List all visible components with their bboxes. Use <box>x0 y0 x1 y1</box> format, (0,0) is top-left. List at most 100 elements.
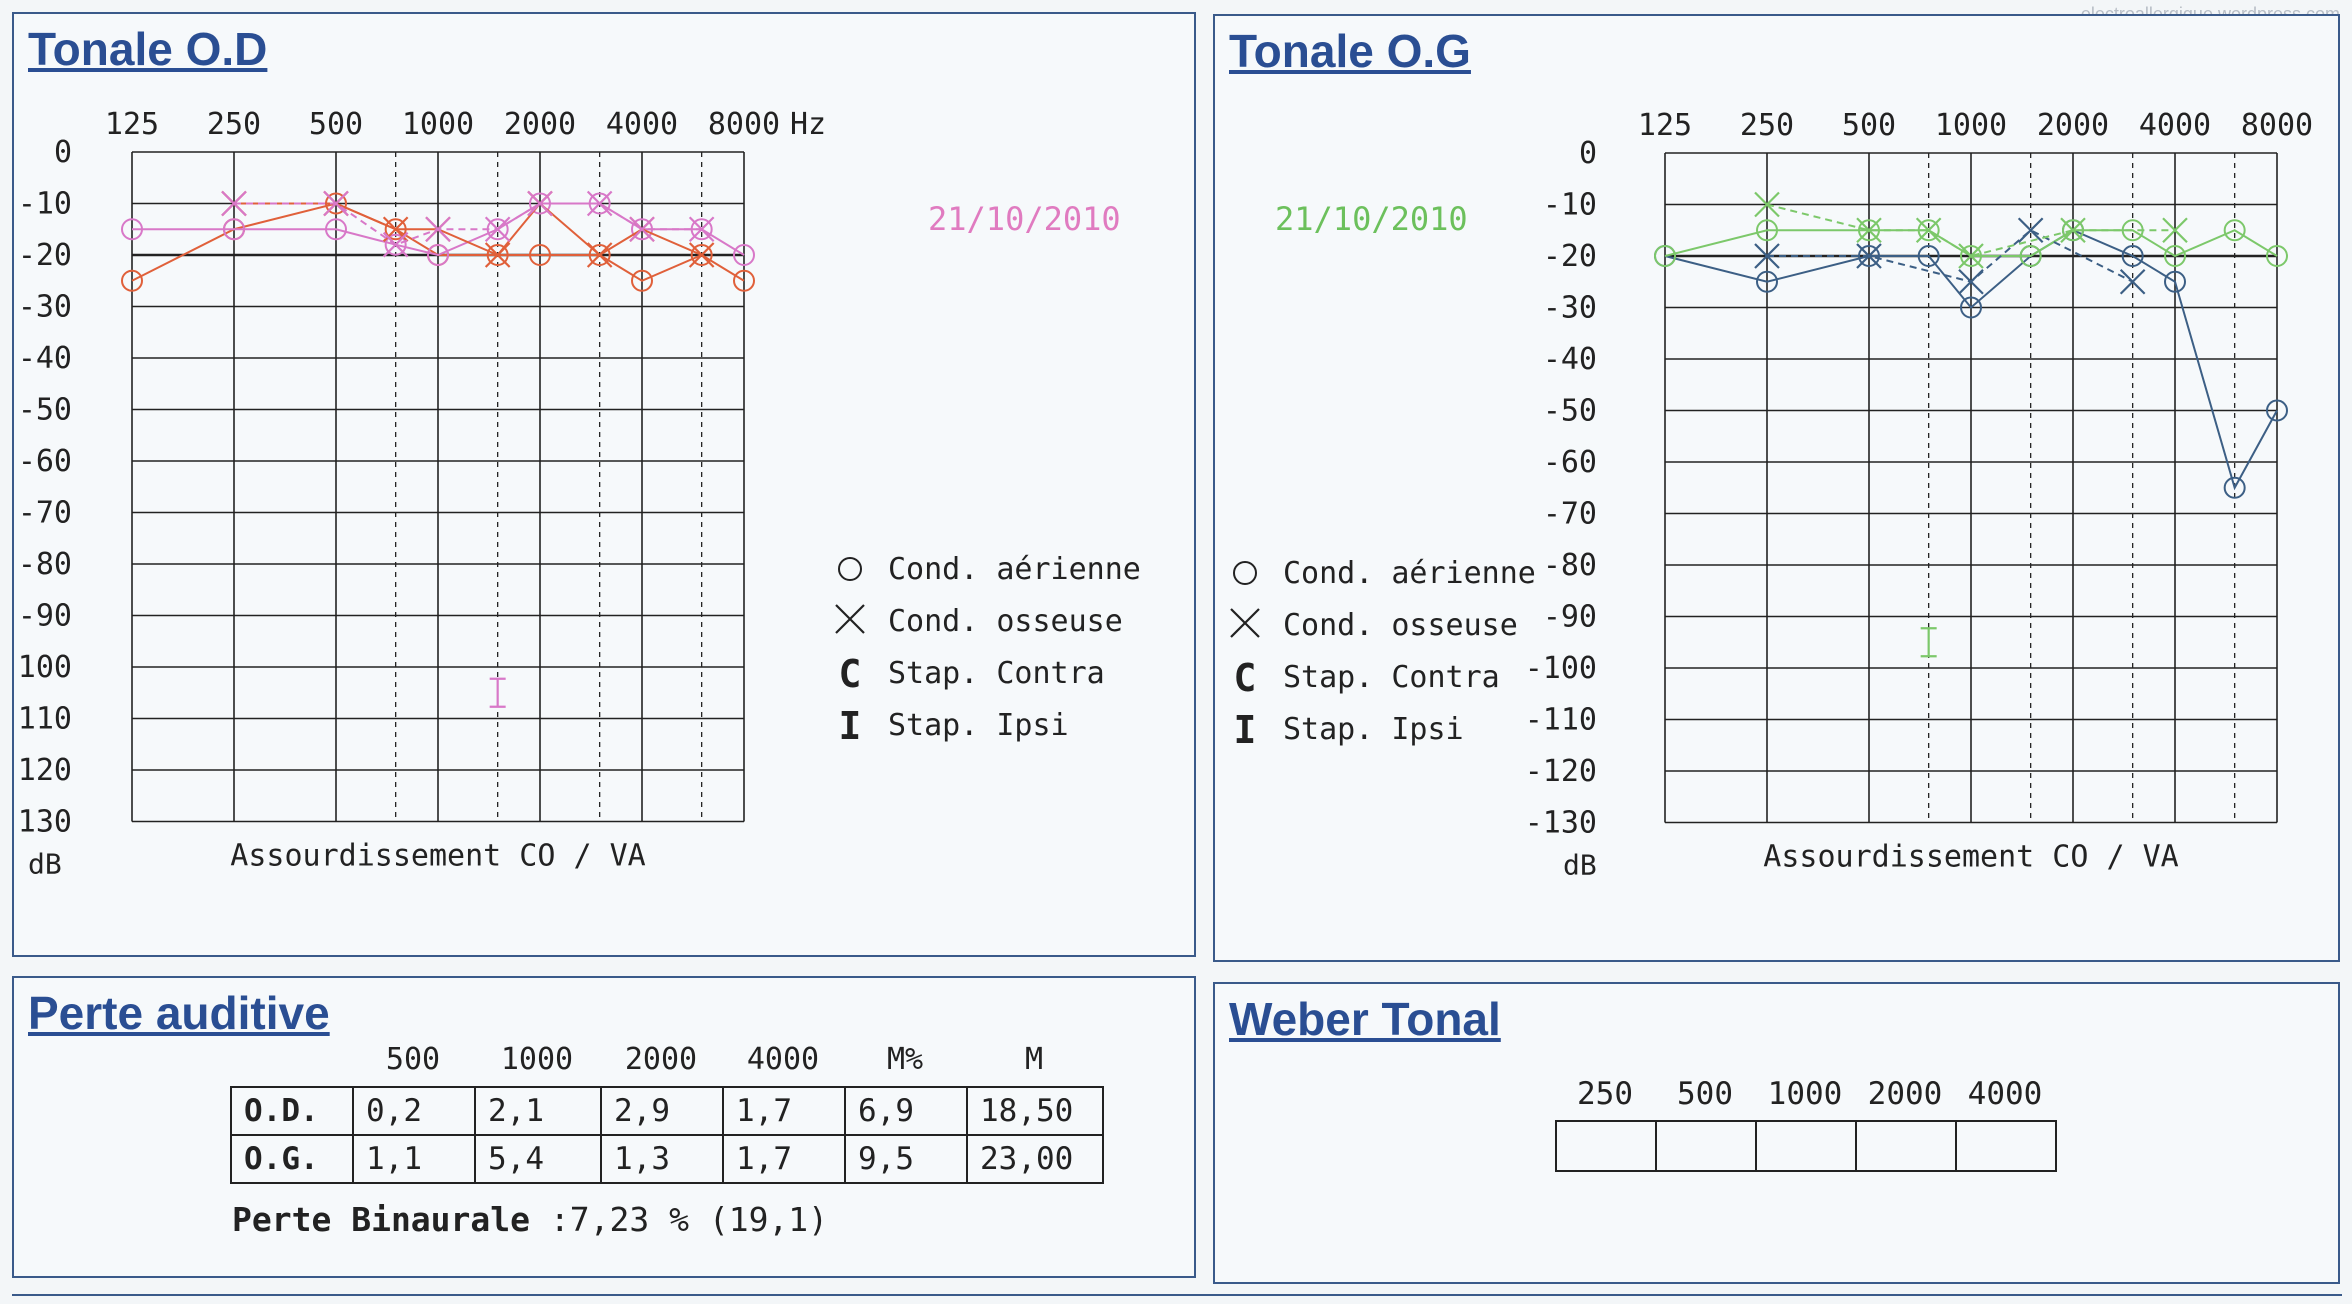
weber-cell <box>1755 1120 1857 1172</box>
hz-unit-label: Hz <box>790 107 826 142</box>
bone-conduction-point <box>2060 217 2086 244</box>
y-axis-label: dB <box>1563 849 1597 882</box>
weber-column-header: 1000 <box>1767 1076 1843 1112</box>
loss-cell: 2,1 <box>474 1086 602 1136</box>
legend-bone-symbol <box>835 604 865 634</box>
db-tick-label: -40 <box>18 341 72 376</box>
weber-cell <box>1655 1120 1757 1172</box>
loss-cell: 18,50 <box>966 1086 1104 1136</box>
air-conduction-point <box>2266 399 2288 422</box>
panel-tonale-od: Tonale O.D 125 250 500 1000 2000 4000 8000 Hz 0 -… <box>12 12 1196 957</box>
panel-tonale-og: Tonale O.G 125 250 500 1000 2000 4000 8000 0 -10… <box>1213 14 2340 962</box>
weber-cell <box>1555 1120 1657 1172</box>
weber-title: Weber Tonal <box>1229 993 1501 1045</box>
freq-tick-label: 8000 <box>2241 108 2313 143</box>
stapedial-ipsi-mark <box>489 677 506 708</box>
air-conduction-point <box>1858 245 1880 267</box>
bone-conduction-point <box>484 242 511 268</box>
db-tick-label: -40 <box>1543 342 1597 377</box>
air-conduction-point <box>733 244 755 266</box>
loss-cell: 6,9 <box>844 1086 968 1136</box>
air-conduction-point <box>2164 270 2186 293</box>
panel-weber-tonal: Weber Tonal 250 500 1000 2000 4000 <box>1213 982 2340 1284</box>
weber-column-header: 250 <box>1577 1076 1633 1112</box>
db-tick-label: 0 <box>1579 136 1597 171</box>
legend-contra-symbol: C <box>1234 656 1257 700</box>
air-conduction-point <box>690 244 713 266</box>
db-tick-label: -120 <box>1525 754 1597 789</box>
legend-air-label: Cond. aérienne <box>1283 556 1536 591</box>
air-conduction-point <box>1917 219 1940 242</box>
db-tick-label: -120 <box>14 753 72 788</box>
loss-cell: 5,4 <box>474 1134 602 1184</box>
legend-air-symbol <box>838 557 862 581</box>
loss-table-row: O.G. 1,1 5,4 1,3 1,7 9,5 23,00 <box>230 1134 1104 1184</box>
db-tick-label: -70 <box>1543 497 1597 532</box>
legend-ipsi-label: Stap. Ipsi <box>1283 712 1464 747</box>
db-tick-label: -20 <box>18 238 72 273</box>
bone-conduction-point <box>1958 243 1984 269</box>
loss-column-header: 1000 <box>500 1042 574 1077</box>
loss-column-header: M% <box>886 1042 924 1077</box>
weber-column-header: 2000 <box>1867 1076 1943 1112</box>
freq-tick-label: 2000 <box>2037 108 2109 143</box>
loss-column-header: M <box>1024 1042 1044 1077</box>
legend-contra-symbol: C <box>839 652 862 696</box>
freq-tick-label: 8000 <box>708 107 780 142</box>
db-tick-label: -30 <box>1543 291 1597 326</box>
loss-table: O.D. 0,2 2,1 2,9 1,7 6,9 18,50 O.G. 1,1 5,4 1,3 1,7… <box>230 1086 1104 1184</box>
loss-cell: 1,3 <box>600 1134 724 1184</box>
db-tick-label: -80 <box>18 547 72 582</box>
weber-cell <box>1955 1120 2057 1172</box>
freq-tick-label: 250 <box>1740 108 1794 143</box>
weber-column-header: 4000 <box>1967 1076 2043 1112</box>
legend-air-symbol <box>1233 561 1257 585</box>
loss-row-label: O.D. <box>230 1086 354 1136</box>
freq-tick-label: 2000 <box>504 107 576 142</box>
air-conduction-point <box>1756 270 1778 293</box>
freq-tick-label: 125 <box>1638 108 1692 143</box>
air-conduction-point <box>1960 296 1982 319</box>
weber-table <box>1555 1120 2057 1172</box>
db-tick-label: -80 <box>1543 548 1597 583</box>
og-title: Tonale O.G <box>1229 25 1471 77</box>
legend-ipsi-label: Stap. Ipsi <box>888 708 1069 743</box>
bone-conduction-point <box>688 242 715 268</box>
bone-conduction-point <box>1915 217 1942 244</box>
freq-tick-label: 1000 <box>402 107 474 142</box>
air-conduction-point <box>121 269 143 292</box>
air-conduction-point <box>1756 219 1778 242</box>
bone-conduction-point <box>1754 191 1780 218</box>
loss-cell: 2,9 <box>600 1086 724 1136</box>
weber-column-header: 500 <box>1677 1076 1733 1112</box>
legend-bone-label: Cond. osseuse <box>888 604 1123 639</box>
db-tick-label: -130 <box>1525 806 1597 841</box>
air-conduction-point <box>733 269 755 292</box>
db-tick-label: -50 <box>18 393 72 428</box>
x-axis-label: Assourdissement CO / VA <box>1763 840 2178 875</box>
bone-conduction-point <box>1856 217 1882 244</box>
bone-conduction-point <box>586 190 613 217</box>
air-conduction-point <box>486 244 509 266</box>
binaural-value: :7,23 % (19,1) <box>549 1200 829 1239</box>
db-tick-label: -90 <box>1543 600 1597 635</box>
audiogram-og: 125 250 500 1000 2000 4000 8000 0 -10 -20 -30 -40 -5… <box>1230 108 2313 882</box>
loss-cell: 1,1 <box>352 1134 476 1184</box>
od-title: Tonale O.D <box>28 23 268 75</box>
y-axis-label: dB <box>28 848 62 881</box>
bone-conduction-point <box>382 231 409 258</box>
bone-conduction-point <box>1754 243 1780 269</box>
loss-table-row: O.D. 0,2 2,1 2,9 1,7 6,9 18,50 <box>230 1086 1104 1136</box>
bone-conduction-point <box>484 216 511 243</box>
bone-conduction-point <box>629 216 655 243</box>
db-tick-label: -60 <box>1543 445 1597 480</box>
db-tick-label: -70 <box>18 496 72 531</box>
legend-ipsi-symbol: I <box>839 704 862 748</box>
db-tick-label: -100 <box>14 650 72 685</box>
test-date: 21/10/2010 <box>1275 200 1468 238</box>
bone-conduction-point <box>2119 268 2146 295</box>
bottom-border-line <box>12 1294 2342 1296</box>
bone-conduction-point <box>1958 268 1984 295</box>
air-conduction-point <box>427 244 449 266</box>
loss-cell: 1,7 <box>722 1134 846 1184</box>
